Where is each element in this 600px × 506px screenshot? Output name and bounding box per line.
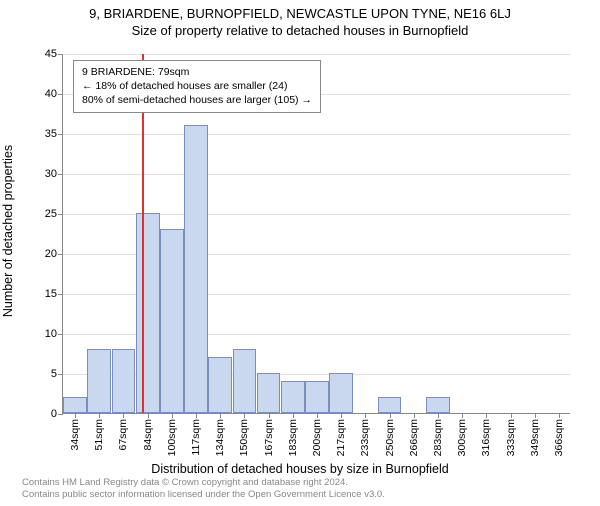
x-tick-label: 250sqm xyxy=(384,419,396,456)
x-tick xyxy=(196,413,197,418)
x-tick xyxy=(244,413,245,418)
x-tick-label: 300sqm xyxy=(456,419,468,456)
x-tick-label: 67sqm xyxy=(117,419,129,451)
x-tick-label: 100sqm xyxy=(166,419,178,456)
x-tick-label: 200sqm xyxy=(311,419,323,456)
x-tick xyxy=(220,413,221,418)
histogram-bar xyxy=(305,381,329,413)
histogram-bar xyxy=(329,373,353,413)
gridline xyxy=(63,54,570,55)
histogram-bar xyxy=(112,349,136,413)
info-line-smaller: ← 18% of detached houses are smaller (24… xyxy=(82,79,312,93)
y-tick-label: 25 xyxy=(45,208,63,220)
y-axis-label: Number of detached properties xyxy=(1,145,15,317)
x-tick xyxy=(535,413,536,418)
y-tick-label: 45 xyxy=(45,48,63,60)
y-tick-label: 10 xyxy=(45,328,63,340)
y-tick-label: 40 xyxy=(45,88,63,100)
x-tick-label: 51sqm xyxy=(93,419,105,451)
gridline xyxy=(63,134,570,135)
histogram-bar xyxy=(87,349,111,413)
y-tick-label: 5 xyxy=(51,368,63,380)
page-title-subtitle: Size of property relative to detached ho… xyxy=(0,23,600,38)
x-tick xyxy=(559,413,560,418)
x-tick xyxy=(438,413,439,418)
info-box: 9 BRIARDENE: 79sqm ← 18% of detached hou… xyxy=(73,60,321,113)
histogram-bar xyxy=(257,373,281,413)
histogram-chart: 9 BRIARDENE: 79sqm ← 18% of detached hou… xyxy=(62,54,570,414)
histogram-bar xyxy=(184,125,208,413)
x-tick-label: 283sqm xyxy=(432,419,444,456)
x-tick xyxy=(365,413,366,418)
x-tick-label: 349sqm xyxy=(529,419,541,456)
plot-area: 9 BRIARDENE: 79sqm ← 18% of detached hou… xyxy=(62,54,570,414)
histogram-bar xyxy=(281,381,305,413)
x-tick xyxy=(486,413,487,418)
x-tick-label: 333sqm xyxy=(505,419,517,456)
x-tick-label: 150sqm xyxy=(238,419,250,456)
x-tick-label: 183sqm xyxy=(287,419,299,456)
footer-line1: Contains HM Land Registry data © Crown c… xyxy=(22,477,385,488)
x-tick xyxy=(511,413,512,418)
histogram-bar xyxy=(136,213,160,413)
y-tick-label: 30 xyxy=(45,168,63,180)
footer-attribution: Contains HM Land Registry data © Crown c… xyxy=(22,477,385,500)
x-tick xyxy=(293,413,294,418)
x-tick xyxy=(123,413,124,418)
x-tick xyxy=(390,413,391,418)
page-title-address: 9, BRIARDENE, BURNOPFIELD, NEWCASTLE UPO… xyxy=(0,6,600,21)
y-tick-label: 15 xyxy=(45,288,63,300)
x-tick xyxy=(341,413,342,418)
info-line-larger: 80% of semi-detached houses are larger (… xyxy=(82,93,312,107)
x-axis-label: Distribution of detached houses by size … xyxy=(0,462,600,476)
x-tick-label: 34sqm xyxy=(69,419,81,451)
x-tick xyxy=(269,413,270,418)
gridline xyxy=(63,174,570,175)
x-tick xyxy=(462,413,463,418)
histogram-bar xyxy=(160,229,184,413)
x-tick xyxy=(172,413,173,418)
histogram-bar xyxy=(378,397,402,413)
y-tick-label: 20 xyxy=(45,248,63,260)
footer-line2: Contains public sector information licen… xyxy=(22,489,385,500)
y-tick-label: 0 xyxy=(51,408,63,420)
x-tick xyxy=(148,413,149,418)
x-tick-label: 316sqm xyxy=(480,419,492,456)
x-tick-label: 84sqm xyxy=(142,419,154,451)
x-tick-label: 366sqm xyxy=(553,419,565,456)
histogram-bar xyxy=(208,357,232,413)
x-tick xyxy=(317,413,318,418)
x-tick-label: 217sqm xyxy=(335,419,347,456)
histogram-bar xyxy=(233,349,257,413)
x-tick xyxy=(75,413,76,418)
x-tick xyxy=(414,413,415,418)
y-tick-label: 35 xyxy=(45,128,63,140)
histogram-bar xyxy=(63,397,87,413)
histogram-bar xyxy=(426,397,450,413)
x-tick-label: 233sqm xyxy=(359,419,371,456)
x-tick-label: 117sqm xyxy=(190,419,202,456)
x-tick-label: 266sqm xyxy=(408,419,420,456)
x-tick xyxy=(99,413,100,418)
x-tick-label: 134sqm xyxy=(214,419,226,456)
info-line-subject: 9 BRIARDENE: 79sqm xyxy=(82,65,312,79)
x-tick-label: 167sqm xyxy=(263,419,275,456)
